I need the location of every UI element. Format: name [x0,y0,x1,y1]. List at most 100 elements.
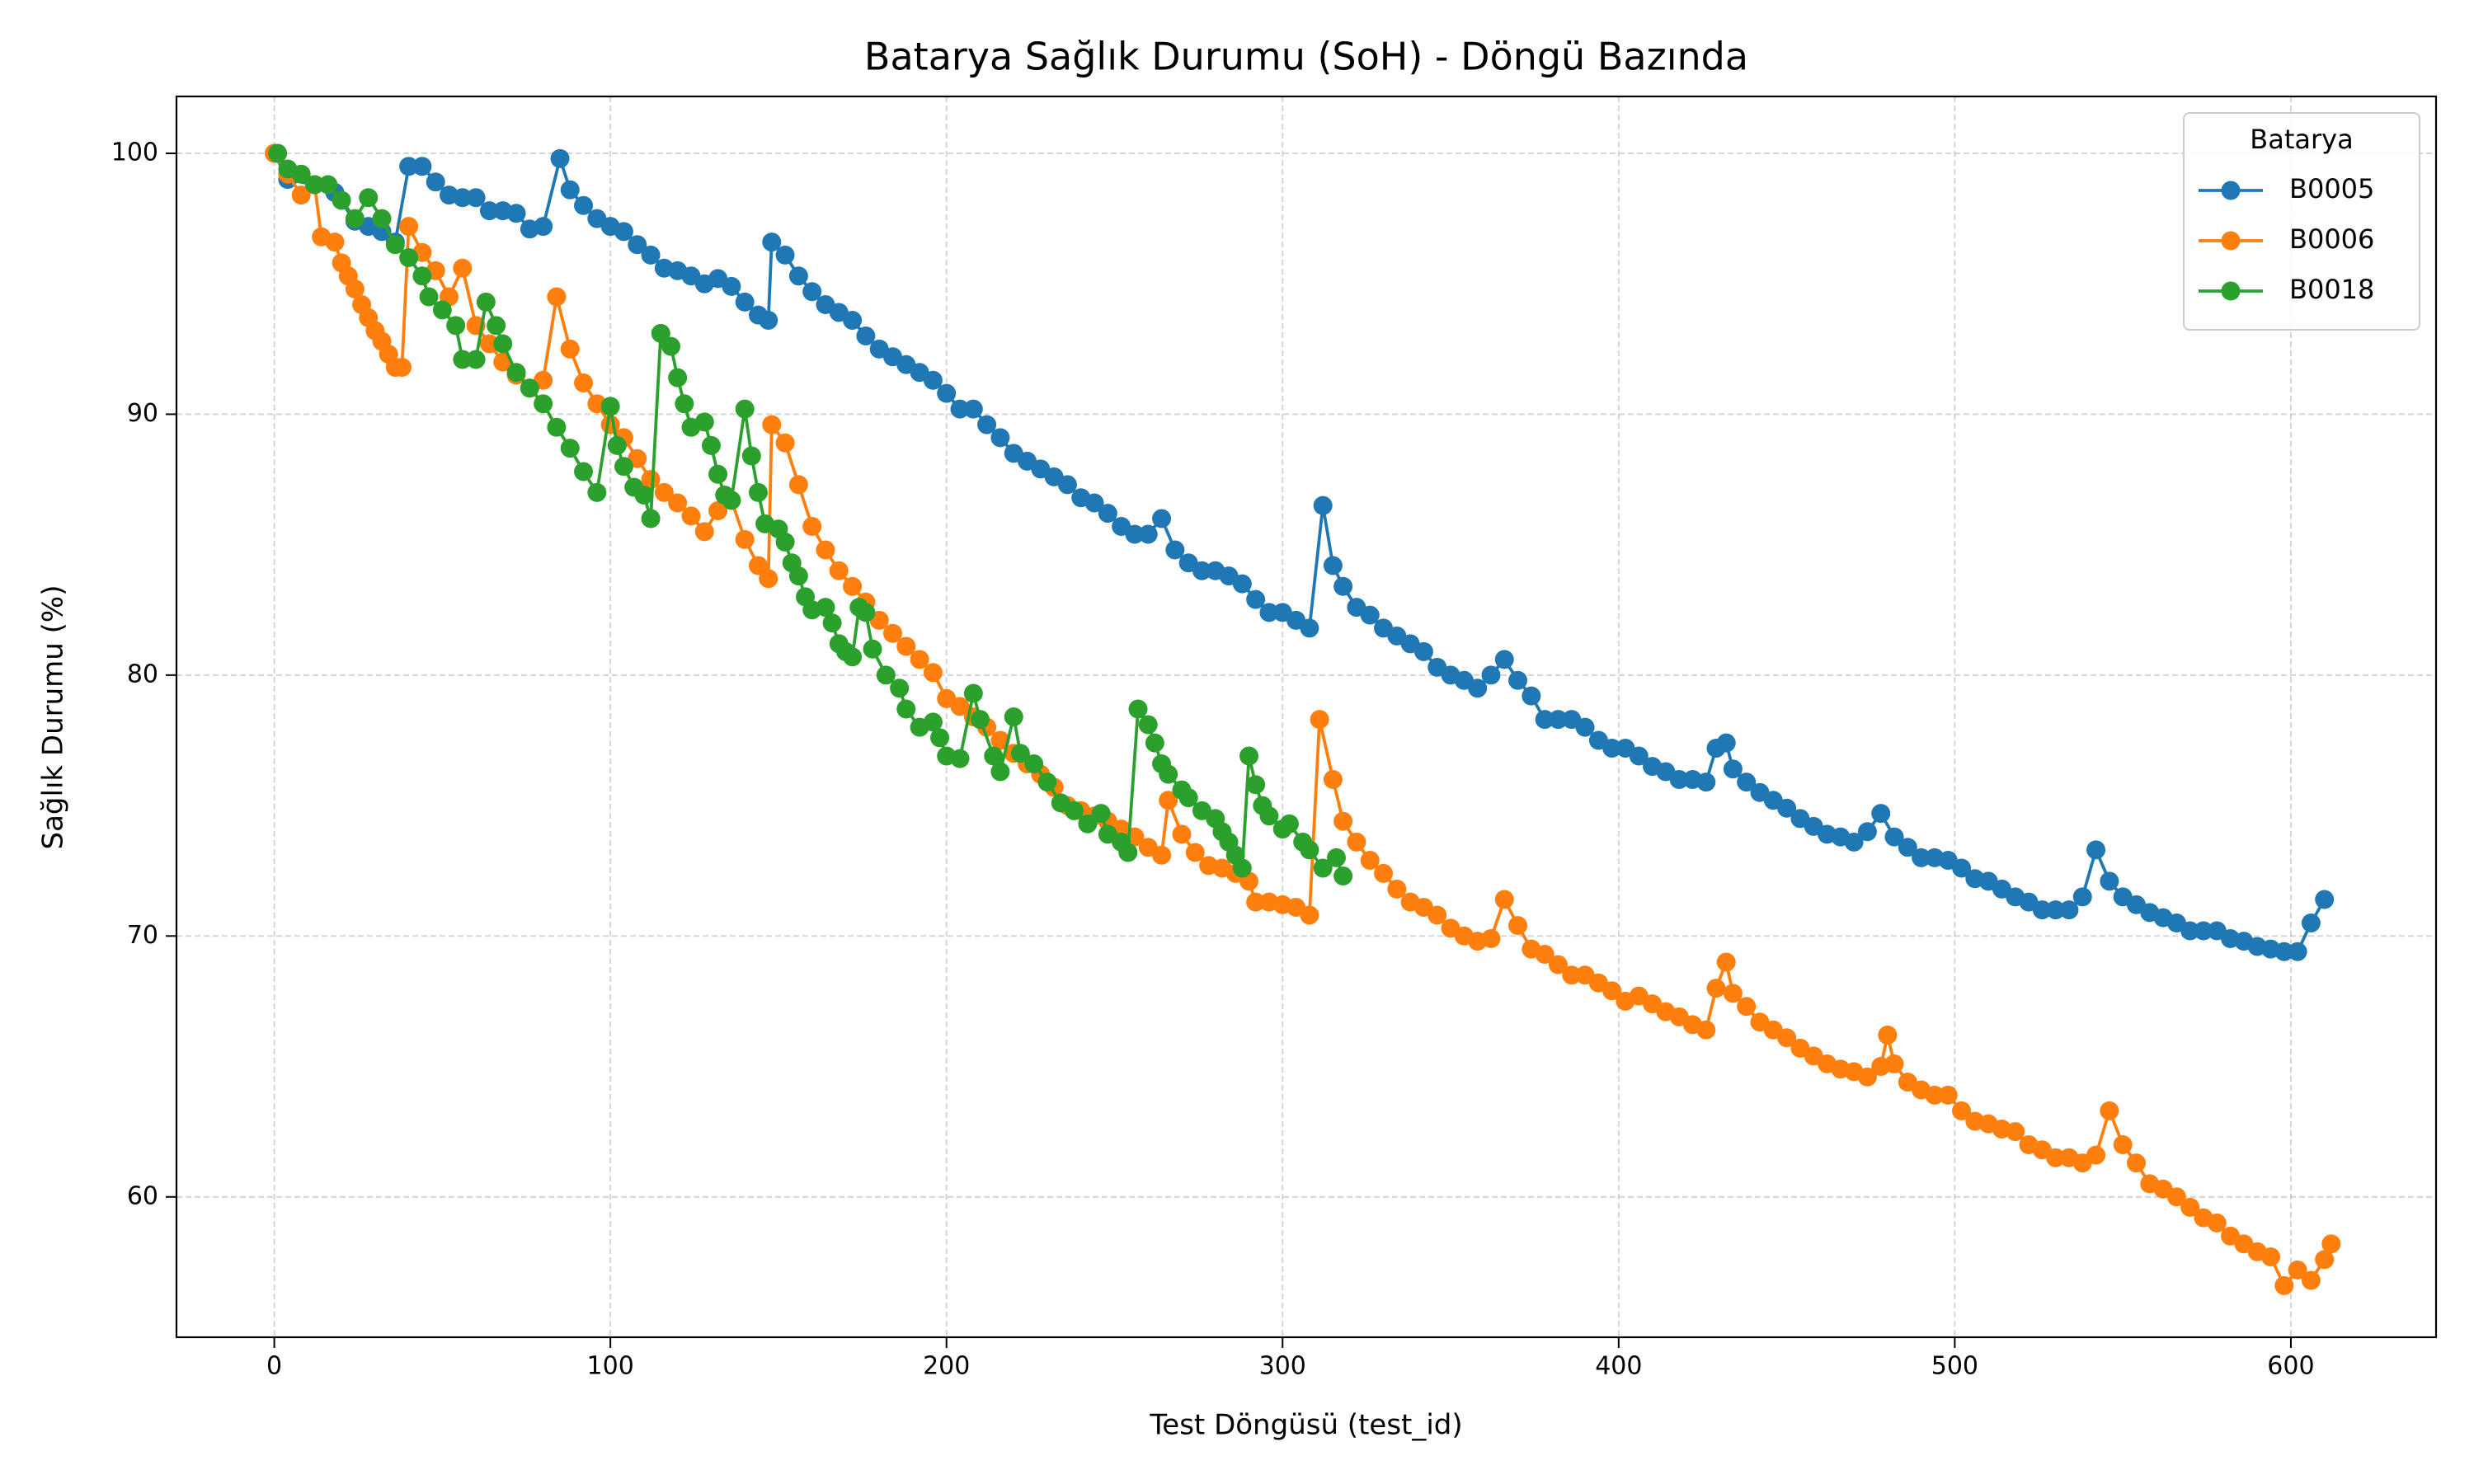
data-point [2274,942,2294,961]
plot-area [265,143,2341,1295]
x-tick-label: 400 [1595,1352,1642,1381]
data-point [675,394,694,414]
data-point [1118,843,1138,862]
data-point [1239,746,1259,766]
data-point [1323,769,1343,789]
data-point [890,679,910,698]
data-point [775,532,795,552]
x-tick-label: 0 [266,1352,282,1381]
data-point [641,470,661,490]
data-point [937,383,957,403]
data-point [1494,890,1514,909]
data-point [775,245,795,265]
legend-title: Batarya [2250,124,2353,155]
data-point [1152,509,1172,528]
data-point [1098,504,1117,524]
data-point [654,482,674,502]
data-point [2046,900,2066,920]
data-point [748,482,768,502]
data-point [788,475,808,495]
data-point [1629,746,1649,766]
data-point [1333,866,1353,886]
data-point [2072,887,2092,907]
x-tick-label: 100 [587,1352,634,1381]
data-point [1696,773,1716,792]
data-point [385,235,405,255]
data-point [1884,827,1904,847]
data-point [493,334,513,354]
data-point [1145,733,1164,753]
data-point [574,462,594,481]
data-point [1723,759,1743,779]
data-point [2086,840,2106,860]
data-point [1172,824,1192,844]
data-point [1857,1067,1877,1087]
data-point [1128,699,1148,719]
data-point [788,566,808,586]
data-point [910,650,929,669]
data-point [2166,1187,2186,1207]
data-point [506,204,526,223]
data-point [762,415,782,434]
x-axis-label: Test Döngüsü (test_id) [1149,1409,1462,1442]
data-point [2321,1234,2341,1254]
data-point [1259,603,1279,622]
data-point [1138,524,1158,544]
data-point [2113,1134,2133,1154]
data-point [963,399,983,419]
data-point [2046,1148,2066,1167]
data-point [1535,944,1554,964]
data-point [1246,775,1266,795]
data-point [863,639,882,659]
y-tick-label: 80 [127,660,158,688]
data-point [651,323,670,343]
data-point [2086,1145,2106,1165]
data-point [1723,984,1743,1003]
data-point [1310,710,1329,730]
data-point [1010,744,1030,763]
data-point [735,529,755,549]
data-point [2059,900,2079,920]
data-point [722,276,741,296]
data-point [775,433,795,453]
data-point [990,730,1010,750]
data-point [1159,791,1178,810]
data-point [560,339,580,359]
legend-label: B0005 [2289,173,2374,204]
data-point [1737,773,1757,792]
data-point [291,186,311,205]
data-point [1323,556,1343,575]
data-point [345,279,365,299]
data-point [2032,900,2052,920]
data-point [2301,1270,2321,1290]
x-tick-label: 500 [1931,1352,1978,1381]
y-axis-label: Sağlık Durumu (%) [37,585,70,850]
data-point [2180,1197,2200,1217]
data-point [1925,1085,1945,1105]
data-point [668,493,688,513]
y-tick-label: 90 [127,399,158,428]
data-point [843,311,863,331]
data-point [856,603,876,622]
ticks: 0 100 200 300 400 500 600 60 70 80 90 100 [111,138,2315,1380]
data-point [426,172,445,192]
data-point [466,350,486,369]
data-point [506,363,526,383]
data-point [816,598,835,618]
data-point [1259,806,1279,826]
data-point [291,164,311,184]
data-point [1057,475,1077,495]
data-point [634,486,654,505]
data-point [453,350,473,369]
data-point [856,326,876,345]
data-point [1716,733,1736,753]
data-point [1562,965,1582,985]
data-point [318,175,338,195]
data-point [2301,913,2321,932]
data-point [822,613,842,633]
data-point [1084,493,1104,513]
data-point [1777,798,1797,818]
axes-frame [175,95,2438,1339]
data-point [1522,686,1541,706]
data-point [305,175,325,195]
